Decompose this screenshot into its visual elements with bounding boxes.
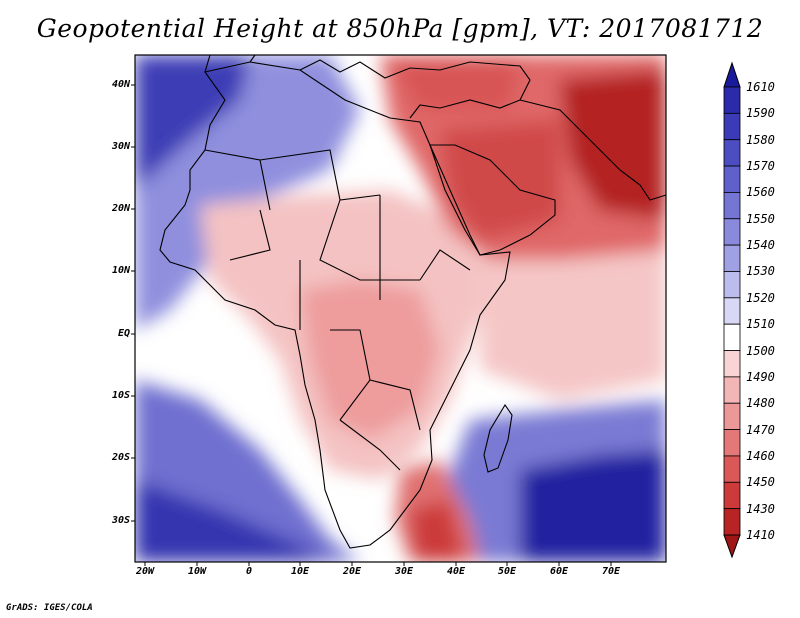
colorbar-swatch <box>723 139 741 167</box>
lat-label-30s: 30S <box>111 515 130 526</box>
colorbar-label: 1550 <box>746 211 775 226</box>
field-arabia-core <box>440 120 560 240</box>
colorbar-label: 1460 <box>746 448 775 463</box>
lon-ticks <box>144 562 612 566</box>
colorbar-label: 1530 <box>746 264 775 279</box>
colorbar-swatch <box>723 508 741 536</box>
lat-ticks <box>131 84 135 522</box>
internal-borders <box>204 149 471 471</box>
colorbar-swatch <box>723 244 741 272</box>
lat-label-10s: 10S <box>111 390 130 401</box>
colorbar-swatch <box>723 429 741 457</box>
field-azores-high <box>135 55 250 190</box>
plot-frame <box>134 54 667 563</box>
colorbar-label: 1490 <box>746 369 775 384</box>
colorbar-swatch <box>723 112 741 141</box>
colorbar-label: 1580 <box>746 132 775 147</box>
colorbar-swatch <box>723 192 741 220</box>
field-sa-trough-core <box>410 500 465 562</box>
colorbar-swatch <box>723 86 741 114</box>
colorbar-arrow-top <box>723 61 741 88</box>
lon-label-50e: 50E <box>497 566 517 577</box>
field-india-core <box>560 70 666 220</box>
colorbar-label: 1590 <box>746 106 775 121</box>
colorbar-label: 1520 <box>746 290 775 305</box>
colorbar-label: 1500 <box>746 343 775 358</box>
colorbar-swatch <box>723 376 741 404</box>
colorbar-label: 1450 <box>746 475 775 490</box>
lat-label-30n: 30N <box>111 141 130 152</box>
colorbar-label: 1410 <box>746 528 775 542</box>
arabia-outline <box>429 144 556 256</box>
field-turkey <box>390 58 520 110</box>
colorbar-label: 1510 <box>746 317 775 332</box>
colorbar-label: 1570 <box>746 159 775 174</box>
lon-label-0: 0 <box>245 566 253 577</box>
field-central-africa <box>300 280 440 440</box>
colorbar-swatch <box>723 218 741 246</box>
lon-label-40e: 40E <box>446 566 466 577</box>
colorbar-label: 1470 <box>746 422 775 437</box>
colorbar-label: 1480 <box>746 396 775 411</box>
colorbar-swatch <box>723 323 741 351</box>
field-indian-ocean-core <box>520 450 666 562</box>
madagascar-outline <box>483 403 513 473</box>
colorbar-swatch <box>723 271 741 299</box>
colorbar-swatch <box>723 455 741 483</box>
lat-label-20n: 20N <box>111 203 130 214</box>
lon-label-20w: 20W <box>135 566 155 577</box>
field-arabian-sea <box>480 230 666 400</box>
colorbar-swatch <box>723 481 741 510</box>
height-field <box>135 55 666 562</box>
coastlines <box>159 54 667 549</box>
africa-coastline <box>159 61 511 549</box>
colorbar-swatch <box>723 165 741 193</box>
grads-credit: GrADS: IGES/COLA <box>6 603 93 613</box>
lon-label-10e: 10E <box>290 566 310 577</box>
colorbar-swatch <box>723 297 741 325</box>
field-south-atlantic-core <box>135 480 330 562</box>
asia-outline <box>519 99 667 201</box>
europe-outline <box>204 54 531 119</box>
colorbar-label: 1430 <box>746 501 775 516</box>
lon-label-30e: 30E <box>394 566 414 577</box>
colorbar-label: 1540 <box>746 238 775 253</box>
colorbar <box>723 61 741 559</box>
lat-label-20s: 20S <box>111 452 130 463</box>
lon-label-70e: 70E <box>601 566 621 577</box>
lon-label-10w: 10W <box>187 566 207 577</box>
colorbar-label: 1560 <box>746 185 775 200</box>
colorbar-swatch <box>723 402 741 430</box>
lat-label-40n: 40N <box>111 79 130 90</box>
lat-label-eq: EQ <box>117 328 130 339</box>
colorbar-arrow-bottom <box>723 534 741 559</box>
lon-label-20e: 20E <box>342 566 362 577</box>
colorbar-swatch <box>723 350 741 378</box>
map-title: Geopotential Height at 850hPa [gpm], VT:… <box>36 14 764 43</box>
lon-label-60e: 60E <box>549 566 569 577</box>
lat-label-10n: 10N <box>111 265 130 276</box>
colorbar-label: 1610 <box>746 80 775 94</box>
